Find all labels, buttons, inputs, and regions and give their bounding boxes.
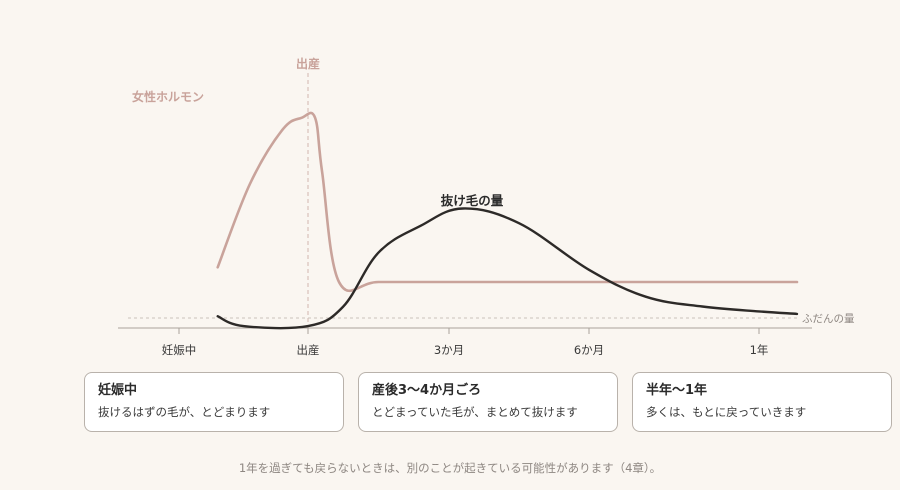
phase-card-title: 産後3〜4か月ごろ	[372, 383, 482, 398]
hair-loss-series-line	[216, 207, 799, 330]
footnote: 1年を過ぎても戻らないときは、別のことが起きている可能性があります（4章）。	[238, 461, 662, 475]
phase-card-desc: 多くは、もとに戻っていきます	[646, 405, 807, 419]
phase-card-title: 半年〜1年	[646, 383, 708, 398]
phase-card-desc: とどまっていた毛が、まとめて抜けます	[372, 405, 578, 419]
birth-marker-label: 出産	[296, 56, 320, 71]
phase-cards: 妊娠中 抜けるはずの毛が、とどまります 産後3〜4か月ごろ とどまっていた毛が、…	[84, 372, 894, 434]
hormone-series-label: 女性ホルモン	[132, 89, 204, 104]
x-tick-label: 6か月	[574, 343, 604, 357]
hormone-series-line	[216, 111, 799, 293]
baseline-label: ふだんの量	[802, 313, 855, 325]
hormone-hairloss-chart: 出産 ふだんの量 妊娠中 出産 3か月 6か月 1年 女性ホルモン 抜け毛の量	[118, 56, 855, 357]
phase-card-recovery: 半年〜1年 多くは、もとに戻っていきます	[632, 372, 892, 432]
x-tick-label: 3か月	[434, 343, 464, 357]
x-tick-label: 出産	[297, 343, 320, 357]
x-tick-label: 妊娠中	[162, 343, 197, 357]
phase-card-postpartum: 産後3〜4か月ごろ とどまっていた毛が、まとめて抜けます	[358, 372, 618, 432]
phase-card-desc: 抜けるはずの毛が、とどまります	[98, 405, 271, 419]
phase-card-pregnancy: 妊娠中 抜けるはずの毛が、とどまります	[84, 372, 344, 432]
phase-card-title: 妊娠中	[98, 383, 138, 398]
x-tick-label: 1年	[750, 343, 769, 357]
hair-loss-series-label: 抜け毛の量	[441, 193, 504, 208]
